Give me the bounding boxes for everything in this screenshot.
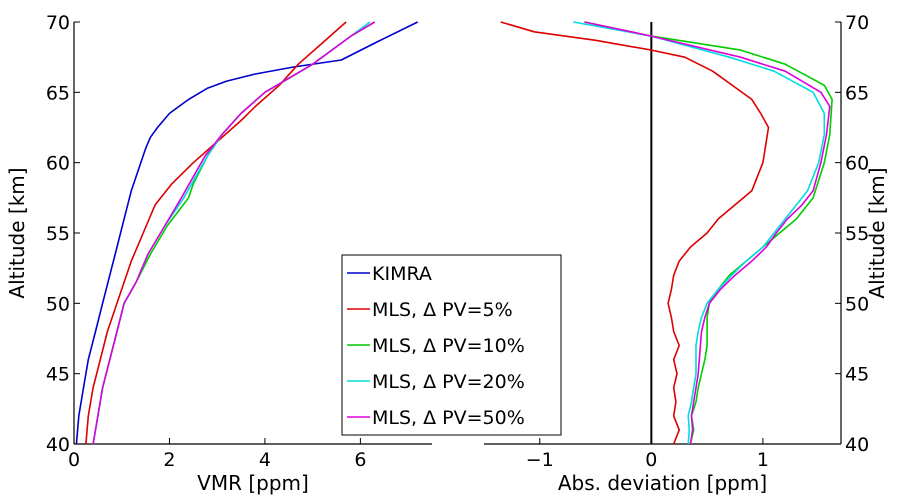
right-y-tick-label: 55 (845, 223, 869, 245)
right-y-tick-label: 50 (845, 293, 869, 315)
left-y-tick-label: 65 (46, 82, 70, 104)
right-series-line-3 (584, 21, 831, 445)
left-x-axis-label: VMR [ppm] (197, 471, 309, 495)
legend-label: MLS, Δ PV=10% (372, 335, 525, 357)
right-y-tick-label: 70 (845, 12, 869, 34)
right-series-line-1 (584, 21, 833, 445)
left-series-line-2 (92, 21, 376, 445)
left-series-line-1 (85, 21, 347, 445)
right-series-line-0 (500, 21, 770, 445)
legend-box (341, 254, 562, 436)
right-y-axis-label: Altitude [km] (865, 167, 889, 298)
left-y-axis-label: Altitude [km] (5, 167, 29, 298)
left-y-tick-label: 70 (46, 12, 70, 34)
legend-label: KIMRA (372, 263, 432, 285)
right-y-tick-label: 60 (845, 153, 869, 175)
legend-label: MLS, Δ PV=5% (372, 299, 513, 321)
right-x-tick-label: 1 (757, 449, 769, 471)
right-y-tick-label: 40 (845, 434, 869, 456)
right-y-tick-label: 45 (845, 364, 869, 386)
legend-label: MLS, Δ PV=20% (372, 371, 525, 393)
left-series-line-4 (92, 21, 376, 445)
right-x-tick-label: 0 (645, 449, 657, 471)
left-y-tick-label: 40 (46, 434, 70, 456)
right-x-axis-label: Abs. deviation [ppm] (558, 471, 767, 495)
legend: KIMRA MLS, Δ PV=5% MLS, Δ PV=10% MLS, Δ PV=… (341, 254, 562, 436)
right-panel: −1 0 1 40 45 50 55 60 65 70 Abs. deviation [ppm] Al… (484, 12, 889, 495)
left-panel: 0 2 4 6 40 45 50 55 60 65 70 VMR [ppm] Altitude [km] (5, 12, 432, 495)
left-x-tick-label: 0 (68, 449, 80, 471)
right-y-tick-label: 65 (845, 82, 869, 104)
left-x-tick-label: 2 (163, 449, 175, 471)
left-y-tick-label: 60 (46, 153, 70, 175)
right-series-line-2 (573, 21, 826, 445)
left-y-tick-label: 45 (46, 364, 70, 386)
left-y-tick-label: 55 (46, 223, 70, 245)
left-y-tick-label: 50 (46, 293, 70, 315)
legend-label: MLS, Δ PV=50% (372, 407, 525, 429)
left-x-tick-label: 4 (259, 449, 271, 471)
right-x-tick-label: −1 (526, 449, 554, 471)
left-series-line-0 (75, 21, 419, 445)
left-series-line-3 (92, 21, 371, 445)
left-x-tick-label: 6 (354, 449, 366, 471)
